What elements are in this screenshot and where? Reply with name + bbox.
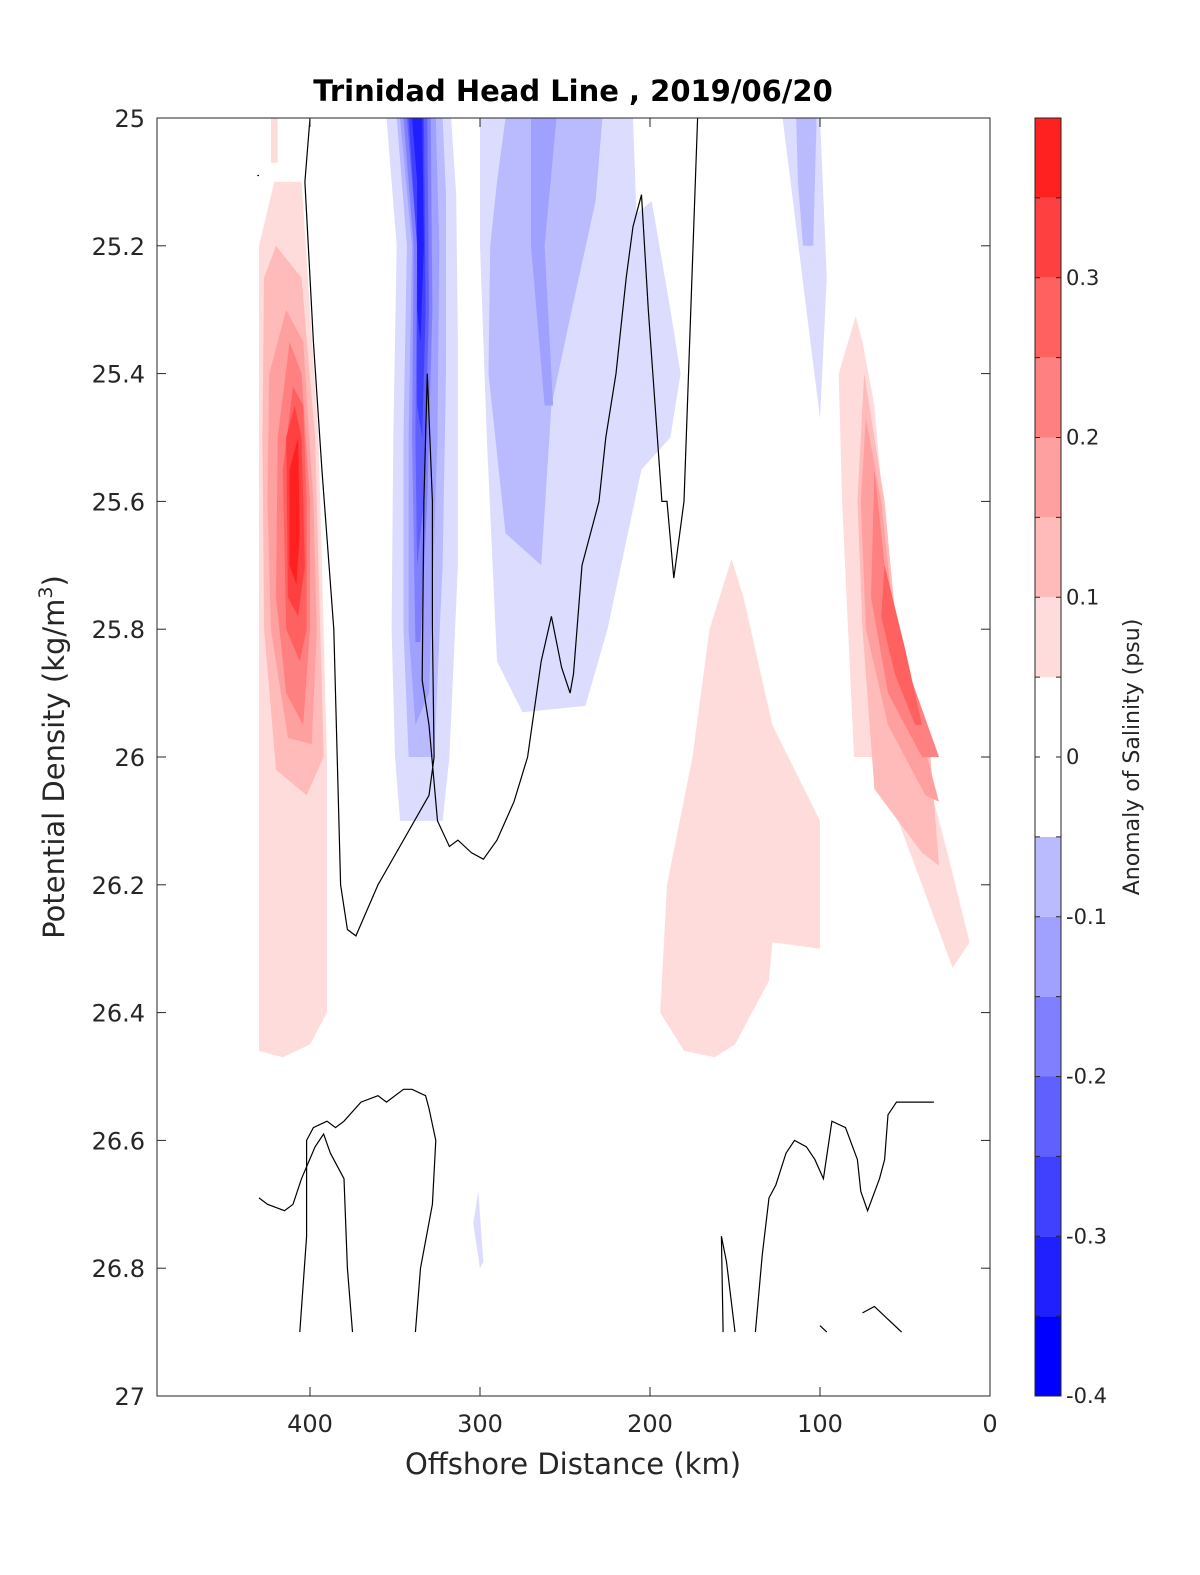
colorbar-bin <box>1035 1236 1061 1317</box>
contour-region-26 <box>881 565 922 725</box>
x-tick-label: 0 <box>982 1410 997 1438</box>
y-tick-label: 25.2 <box>92 233 145 261</box>
x-tick-label: 300 <box>457 1410 503 1438</box>
colorbar-bin <box>1035 277 1061 358</box>
y-tick-label: 26.4 <box>92 1000 145 1028</box>
colorbar-tick-label: -0.3 <box>1066 1224 1107 1248</box>
contour-region-12 <box>473 1191 484 1269</box>
colorbar-bin <box>1035 118 1061 198</box>
y-tick-label: 25.8 <box>92 616 145 644</box>
colorbar-tick-label: 0 <box>1066 745 1079 769</box>
contour-fills <box>259 118 970 1269</box>
contour-region-11 <box>796 118 817 246</box>
colorbar: -0.4 -0.3 -0.2 -0.1 0 0.1 0.2 0.3 <box>1034 117 1107 1408</box>
contour-region-13 <box>270 118 278 163</box>
colorbar-bin <box>1035 677 1061 757</box>
colorbar-bin <box>1035 437 1061 518</box>
x-tick-label: 400 <box>287 1410 333 1438</box>
contour-region-24 <box>860 418 939 802</box>
x-tick-label: 200 <box>627 1410 673 1438</box>
contour-line-4 <box>819 1325 828 1333</box>
y-tick-label: 27 <box>114 1383 145 1411</box>
zero-contour-line-1 <box>304 118 699 937</box>
y-tick-label: 25.6 <box>92 488 145 516</box>
chart-title: Trinidad Head Line , 2019/06/20 <box>313 74 833 108</box>
colorbar-tick-label: 0.2 <box>1066 426 1099 450</box>
contour-line-5 <box>862 1305 903 1333</box>
contour-region-21 <box>660 558 820 1058</box>
colorbar-title: Anomaly of Salinity (psu) <box>1120 619 1145 896</box>
contour-line-2 <box>720 1236 736 1333</box>
contour-region-6 <box>412 118 424 342</box>
contour-line-3 <box>754 1101 934 1333</box>
colorbar-bin <box>1035 916 1061 997</box>
y-tick-label: 25 <box>114 105 145 133</box>
contour-region-20 <box>289 437 300 585</box>
x-tick-label: 100 <box>797 1410 843 1438</box>
contour-region-9 <box>531 118 557 406</box>
colorbar-tick-label: 0.1 <box>1066 585 1099 609</box>
y-tick-label: 26.8 <box>92 1255 145 1283</box>
contour-line-1 <box>299 1088 437 1333</box>
y-axis-title: Potential Density (kg/m3) <box>35 575 71 939</box>
colorbar-bin <box>1035 996 1061 1077</box>
y-axis-ticks: 25 25.2 25.4 25.6 25.8 26 26.2 26.4 26.6 26.8 27 <box>92 105 990 1411</box>
y-tick-label: 26.6 <box>92 1127 145 1155</box>
y-tick-label: 26 <box>114 744 145 772</box>
colorbar-bin <box>1035 1076 1061 1157</box>
colorbar-tick-label: -0.2 <box>1066 1065 1107 1089</box>
colorbar-tick-label: -0.4 <box>1066 1384 1107 1408</box>
colorbar-bin <box>1035 357 1061 438</box>
x-axis-ticks: 400 300 200 100 0 <box>287 118 998 1438</box>
contour-line-0 <box>258 1132 354 1333</box>
colorbar-bin <box>1035 1316 1061 1396</box>
contour-lines <box>257 118 934 1333</box>
colorbar-bin <box>1035 1156 1061 1237</box>
colorbar-bin <box>1035 197 1061 278</box>
colorbar-bin <box>1035 597 1061 678</box>
colorbar-tick-label: 0.3 <box>1066 266 1099 290</box>
y-tick-label: 26.2 <box>92 872 145 900</box>
contour-region-25 <box>871 469 939 757</box>
colorbar-bin <box>1035 757 1061 837</box>
y-tick-label: 25.4 <box>92 361 145 389</box>
x-axis-title: Offshore Distance (km) <box>405 1447 741 1481</box>
colorbar-tick-label: -0.1 <box>1066 905 1107 929</box>
contour-region-10 <box>782 118 827 419</box>
colorbar-bin <box>1035 836 1061 917</box>
colorbar-bin <box>1035 517 1061 598</box>
